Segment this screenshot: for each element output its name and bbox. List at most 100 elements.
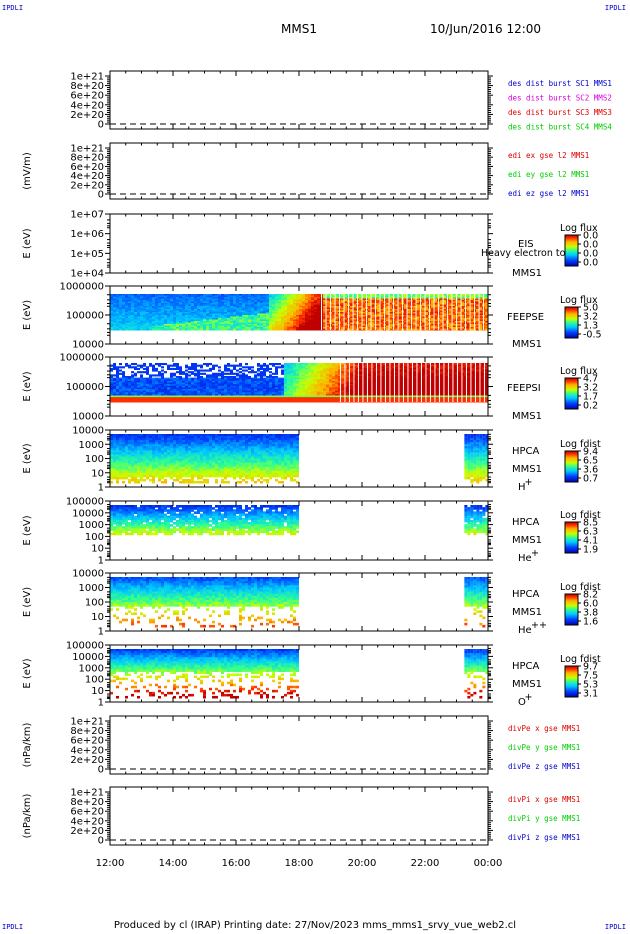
feeps-electron-cell [236,327,239,329]
feeps-electron-cell [305,328,308,331]
feeps-electron-cell [251,321,254,323]
data-gap-stripe [375,294,377,330]
feeps-electron-cell [155,312,158,314]
feeps-electron-cell [209,319,212,322]
feeps-electron-cell [353,324,356,326]
feeps-electron-cell [146,319,149,322]
feeps-electron-cell [134,319,137,322]
feeps-electron-cell [182,322,185,325]
feeps-electron-cell [164,307,167,310]
feeps-electron-cell [203,327,206,329]
feeps-electron-cell [296,310,299,313]
y-axis-label: E (eV) [22,228,33,258]
feeps-electron-cell [188,327,191,329]
feeps-electron-cell [140,295,143,298]
feeps-electron-cell [344,313,347,316]
feeps-electron-cell [200,316,203,319]
feeps-electron-cell [311,295,314,298]
feeps-electron-cell [176,295,179,298]
feeps-electron-cell [224,315,227,317]
feeps-ion-cell [158,374,161,377]
feeps-ion-cell [224,400,227,403]
feeps-electron-cell [200,321,203,323]
feeps-electron-cell [215,328,218,331]
feeps-electron-cell [242,307,245,310]
feeps-electron-cell [119,327,122,329]
feeps-electron-cell [119,310,122,313]
feeps-electron-cell [188,313,191,316]
feeps-ion-cell [227,369,230,372]
feeps-electron-cell [314,327,317,329]
feeps-electron-cell [281,297,284,299]
feeps-electron-cell [152,327,155,329]
feeps-electron-cell [344,318,347,320]
feeps-electron-cell [125,324,128,326]
feeps-electron-cell [251,310,254,313]
feeps-electron-cell [164,309,167,311]
feeps-electron-cell [308,304,311,307]
feeps-electron-cell [128,298,131,301]
feeps-electron-cell [245,318,248,320]
feeps-electron-cell [113,301,116,304]
feeps-electron-cell [218,324,221,326]
feeps-electron-cell [218,295,221,298]
feeps-electron-cell [119,322,122,325]
feeps-electron-cell [254,322,257,325]
feeps-electron-cell [128,313,131,316]
feeps-ion-cell [248,367,251,370]
data-gap-stripe [393,294,395,330]
feeps-electron-cell [281,304,284,307]
feeps-electron-cell [161,315,164,317]
feeps-electron-cell [251,327,254,329]
feeps-electron-cell [281,324,284,326]
feeps-electron-cell [179,310,182,313]
feeps-electron-cell [269,324,272,326]
feeps-electron-cell [188,301,191,304]
feeps-electron-cell [248,319,251,322]
feeps-electron-cell [239,313,242,316]
feeps-electron-cell [287,301,290,304]
feeps-electron-cell [212,307,215,310]
y-tick-label: 1e+04 [70,269,104,280]
feeps-electron-cell [191,325,194,328]
feeps-electron-cell [350,301,353,304]
feeps-electron-cell [137,304,140,307]
feeps-electron-cell [281,307,284,310]
feeps-electron-cell [227,297,230,299]
feeps-ion-cell [257,400,260,403]
feeps-electron-cell [269,295,272,298]
feeps-electron-cell [353,307,356,310]
feeps-electron-cell [203,300,206,302]
feeps-electron-cell [311,301,314,304]
feeps-electron-cell [341,318,344,320]
feeps-ion-cell [233,372,236,375]
feeps-electron-cell [293,310,296,313]
feeps-ion-cell [239,371,242,374]
feeps-electron-cell [203,315,206,317]
feeps-electron-cell [218,309,221,311]
feeps-electron-cell [140,301,143,304]
feeps-electron-cell [179,315,182,317]
feeps-electron-cell [230,309,233,311]
spacecraft-label: MMS1 [512,339,542,350]
feeps-electron-cell [137,294,140,296]
feeps-electron-cell [326,312,329,314]
feeps-electron-cell [278,298,281,301]
feeps-electron-cell [155,321,158,323]
feeps-electron-cell [254,310,257,313]
feeps-electron-cell [203,310,206,313]
feeps-electron-cell [233,303,236,305]
feeps-electron-cell [179,327,182,329]
feeps-electron-cell [215,304,218,307]
feeps-electron-cell [344,312,347,314]
data-gap-stripe [357,294,359,330]
feeps-electron-cell [290,298,293,301]
feeps-electron-cell [212,316,215,319]
feeps-electron-cell [242,309,245,311]
feeps-electron-cell [194,322,197,325]
feeps-electron-cell [167,328,170,331]
feeps-electron-cell [344,324,347,326]
feeps-electron-cell [293,322,296,325]
feeps-electron-cell [167,318,170,320]
feeps-electron-cell [146,313,149,316]
